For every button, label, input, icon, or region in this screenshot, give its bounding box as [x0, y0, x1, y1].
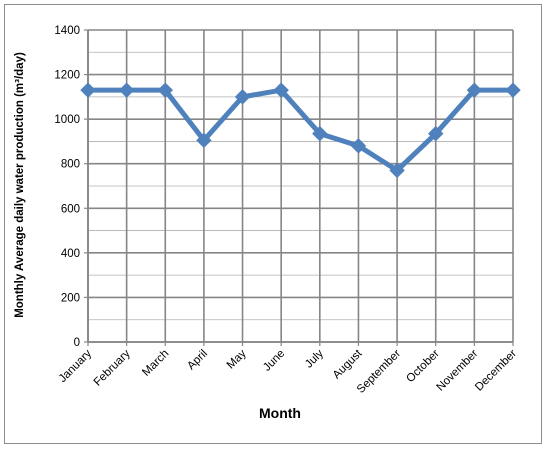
- data-point-marker: [157, 82, 173, 98]
- data-point-marker: [312, 125, 328, 142]
- x-tick-label: August: [331, 347, 365, 381]
- data-point-marker: [273, 82, 289, 98]
- data-point-marker: [350, 138, 367, 154]
- x-tick-label: May: [225, 347, 249, 371]
- x-tick-label: January: [57, 347, 95, 385]
- y-tick-label: 200: [61, 292, 80, 304]
- x-tick-label: June: [261, 348, 287, 374]
- y-tick-label: 1200: [54, 70, 80, 82]
- data-point-marker: [466, 82, 483, 98]
- y-tick-label: 400: [61, 248, 80, 260]
- data-point-marker: [505, 82, 521, 98]
- x-tick-label: July: [303, 347, 326, 370]
- x-tick-label: April: [185, 348, 210, 373]
- y-axis-title: Monthly Average daily water production (…: [14, 52, 26, 318]
- data-point-marker: [118, 82, 135, 98]
- grid: [84, 29, 514, 346]
- x-tick-label: February: [92, 347, 133, 388]
- data-point-marker: [389, 162, 405, 179]
- y-tick-label: 800: [61, 159, 80, 171]
- x-axis-title: Month: [259, 405, 301, 421]
- x-tick-label: March: [140, 348, 171, 379]
- y-tick-labels: 0 200 400 600 800 1000 1200 1400: [54, 25, 80, 349]
- series-layer: [80, 82, 521, 179]
- data-point-marker: [428, 125, 444, 142]
- y-tick-label: 1400: [54, 25, 80, 37]
- series-line: [88, 87, 513, 173]
- x-tick-label: December: [473, 348, 519, 394]
- data-point-marker: [80, 82, 96, 98]
- y-tick-label: 1000: [54, 114, 80, 126]
- data-point-marker: [196, 132, 212, 149]
- chart-frame: [4, 4, 542, 444]
- y-tick-label: 0: [74, 337, 80, 349]
- y-tick-label: 600: [61, 203, 80, 215]
- x-tick-label: October: [404, 348, 442, 386]
- data-point-marker: [234, 89, 251, 105]
